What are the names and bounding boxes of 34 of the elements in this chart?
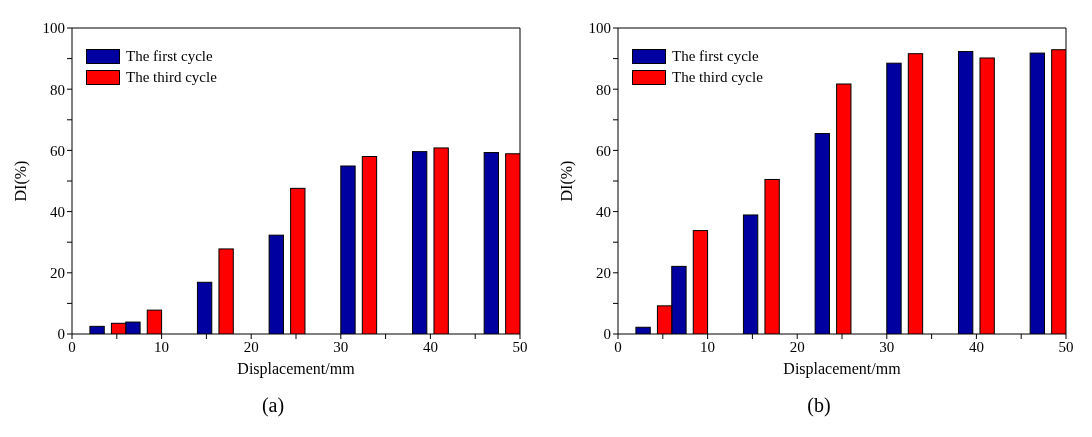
x-tick-label: 30	[333, 338, 349, 355]
x-tick-label: 50	[1058, 338, 1074, 355]
y-tick-label: 20	[50, 265, 65, 282]
x-tick-label: 0	[68, 338, 76, 355]
y-tick-label: 0	[57, 326, 65, 343]
y-tick-label: 80	[50, 81, 65, 98]
x-axis-title: Displacement/mm	[783, 360, 902, 378]
y-tick-label: 20	[596, 265, 611, 282]
y-tick-label: 60	[596, 142, 611, 159]
text: (a)	[260, 394, 286, 417]
y-tick-label: 100	[588, 20, 611, 37]
x-tick-label: 30	[879, 338, 895, 355]
y-tick-label: 80	[596, 81, 611, 98]
x-tick-label: 20	[789, 338, 805, 355]
x-tick-label: 40	[968, 338, 984, 355]
x-tick-label: 50	[512, 338, 528, 355]
y-tick-label: 0	[603, 326, 611, 343]
y-tick-label: 60	[50, 142, 65, 159]
x-tick-label: 10	[700, 338, 716, 355]
x-tick-label: 10	[154, 338, 170, 355]
x-tick-label: 0	[614, 338, 622, 355]
x-axis-title: Displacement/mm	[237, 360, 356, 378]
legend-label: The third cycle	[126, 69, 217, 86]
text: (b)	[806, 394, 832, 417]
y-tick-label: 40	[50, 203, 65, 220]
legend-label: The first cycle	[672, 48, 759, 65]
y-tick-label: 40	[596, 203, 611, 220]
legend-label: The third cycle	[672, 69, 763, 86]
legend-label: The first cycle	[126, 48, 213, 65]
y-tick-label: 100	[42, 20, 65, 37]
y-axis-title: DI(%)	[11, 160, 30, 202]
x-tick-label: 20	[243, 338, 259, 355]
x-tick-label: 40	[422, 338, 438, 355]
y-axis-title: DI(%)	[557, 160, 576, 202]
